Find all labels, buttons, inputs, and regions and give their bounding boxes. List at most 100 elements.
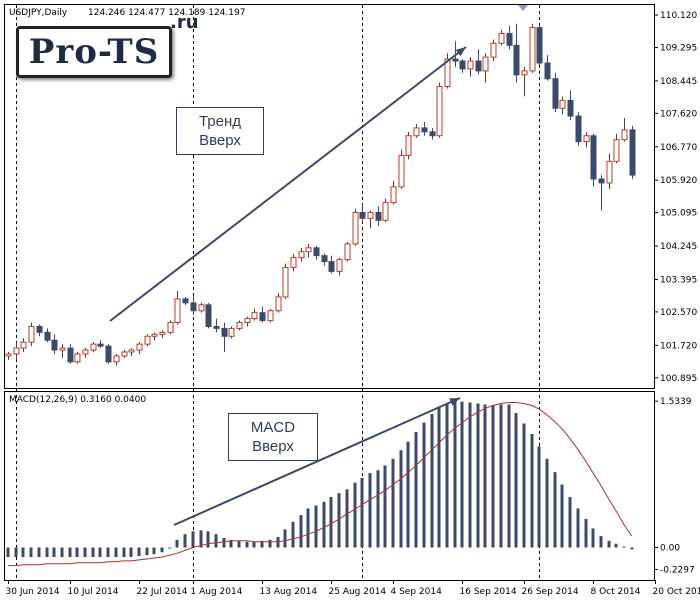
shift-marker-icon (518, 5, 528, 11)
macd-histogram-bar (268, 539, 272, 548)
price-panel-frame (4, 4, 655, 389)
macd-histogram-bar (345, 489, 349, 548)
price-trend-arrow-head-icon (455, 47, 466, 57)
xtick-label: 16 Sep 2014 (460, 587, 517, 597)
xtick-label: 10 Jul 2014 (68, 587, 119, 597)
price-trend-line2: Вверх (199, 132, 241, 149)
macd-histogram-bar (114, 547, 118, 558)
candle-body (259, 312, 266, 322)
price-ytick-label: 109.295 (660, 43, 697, 53)
candle-body (290, 257, 297, 268)
candle-body (583, 135, 590, 143)
macd-histogram-bar (252, 541, 256, 548)
macd-histogram-bar (568, 496, 572, 548)
candle-body (282, 266, 289, 298)
candle-body (121, 351, 128, 357)
macd-histogram-bar (368, 473, 372, 548)
candle-body (567, 99, 574, 117)
candle-body (20, 341, 27, 349)
macd-histogram-bar (530, 434, 534, 548)
candle-body (128, 349, 135, 353)
candle-body (529, 27, 536, 72)
candle-body (328, 261, 335, 272)
macd-histogram-bar (507, 404, 511, 548)
macd-histogram-bar (222, 537, 226, 548)
price-ytick-label: 105.920 (660, 176, 697, 186)
price-trend-callout: Тренд Вверх (176, 107, 264, 155)
candle-body (606, 160, 613, 184)
price-trend-arrow-shaft (109, 46, 467, 322)
candle-body (167, 322, 174, 333)
candle-body (506, 33, 513, 46)
candle-body (490, 42, 497, 58)
candle-body (275, 296, 282, 312)
candle-body (613, 139, 620, 162)
candle-body (174, 298, 181, 324)
macd-histogram-bar (483, 404, 487, 548)
candle-body (421, 127, 428, 133)
macd-histogram-bar (430, 413, 434, 548)
candle-body (629, 129, 636, 176)
macd-histogram-bar (337, 493, 341, 548)
macd-title: MACD(12,26,9) 0.3160 0.0400 (9, 395, 146, 405)
macd-histogram-bar (399, 450, 403, 548)
macd-histogram-bar (437, 407, 441, 548)
macd-histogram-bar (98, 547, 102, 558)
macd-histogram-bar (514, 413, 518, 548)
macd-histogram-bar (45, 547, 49, 558)
macd-histogram-bar (468, 402, 472, 548)
candle-body (559, 99, 566, 109)
candle-body (336, 259, 343, 272)
candle-body (459, 60, 466, 70)
macd-histogram-bar (630, 547, 634, 550)
macd-histogram-bar (37, 547, 41, 558)
macd-histogram-bar (553, 472, 557, 548)
candle-body (467, 60, 474, 70)
macd-histogram-bar (29, 547, 33, 558)
macd-histogram-bar (353, 482, 357, 548)
candle-body (321, 255, 328, 263)
macd-histogram-bar (406, 441, 410, 548)
macd-histogram-bar (168, 547, 172, 549)
macd-histogram-bar (414, 432, 418, 548)
macd-histogram-bar (460, 401, 464, 548)
macd-histogram-bar (391, 458, 395, 548)
candle-body (298, 251, 305, 259)
xtick-label: 20 Oct 2014 (653, 587, 700, 597)
candle-body (236, 322, 243, 329)
ohlc-label: 124.246 124.477 124.189 124.197 (88, 8, 245, 18)
price-ytick-label: 101.720 (660, 341, 697, 351)
candle-body (74, 353, 81, 363)
candle-body (367, 211, 374, 219)
macd-histogram-bar (183, 534, 187, 548)
macd-histogram-bar (276, 537, 280, 548)
macd-histogram-bar (376, 470, 380, 548)
macd-histogram-bar (14, 547, 18, 558)
candle-body (305, 247, 312, 253)
macd-histogram-bar (453, 401, 457, 548)
symbol-label: USDJPY,Daily (9, 8, 68, 18)
candle-body (413, 127, 420, 137)
macd-histogram-bar (329, 496, 333, 548)
candle-body (113, 355, 120, 363)
macd-histogram-bar (283, 529, 287, 548)
price-ytick-label: 102.570 (660, 308, 697, 318)
macd-histogram-bar (83, 547, 87, 558)
macd-histogram-bar (60, 547, 64, 558)
macd-trend-line1: MACD (250, 419, 296, 436)
candle-body (182, 298, 189, 304)
candle-body (228, 327, 235, 337)
candle-body (82, 349, 89, 355)
macd-histogram-bar (383, 465, 387, 548)
macd-histogram-bar (445, 403, 449, 548)
macd-histogram-bar (175, 539, 179, 548)
macd-histogram-bar (229, 539, 233, 548)
candle-body (544, 62, 551, 80)
candle-body (251, 312, 258, 320)
macd-histogram-bar (199, 530, 203, 548)
candle-body (67, 347, 74, 363)
macd-histogram-bar (260, 540, 264, 548)
candle-body (621, 129, 628, 141)
macd-histogram-bar (322, 501, 326, 548)
candle-body (444, 58, 451, 88)
